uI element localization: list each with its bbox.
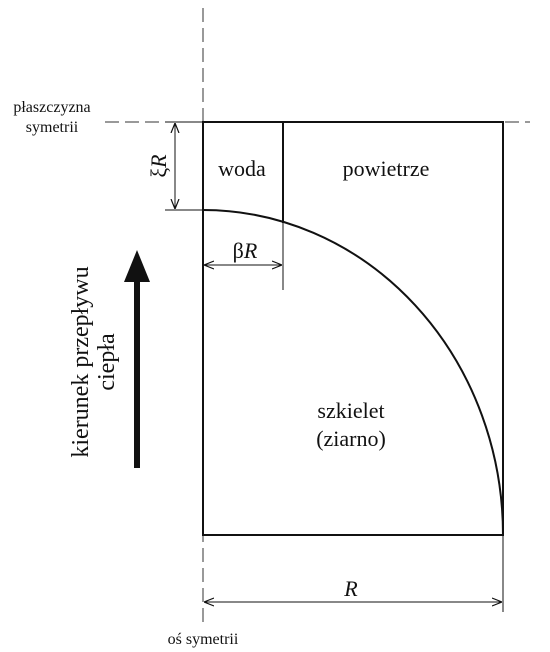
flow-label: ciepła bbox=[94, 333, 120, 391]
flow-label: kierunek przepływu bbox=[68, 266, 94, 457]
xi-label: ξR bbox=[146, 154, 171, 178]
flow-arrow-head bbox=[124, 250, 150, 282]
beta-label: βR bbox=[233, 238, 258, 263]
variable: R bbox=[146, 154, 171, 169]
variable: R bbox=[243, 238, 258, 263]
skeleton-label: szkielet bbox=[317, 398, 384, 423]
skeleton-label: (ziarno) bbox=[316, 426, 386, 451]
air-label: powietrze bbox=[343, 156, 430, 181]
grain-boundary bbox=[202, 209, 504, 536]
radius-label: R bbox=[343, 576, 358, 601]
symbol: β bbox=[233, 238, 244, 263]
axis-label: oś symetrii bbox=[168, 631, 239, 648]
domain-box bbox=[202, 121, 504, 536]
plane-label: symetrii bbox=[26, 119, 79, 136]
symbol: ξ bbox=[146, 168, 171, 178]
water-label: woda bbox=[218, 156, 266, 181]
plane-label: płaszczyzna bbox=[13, 99, 90, 116]
